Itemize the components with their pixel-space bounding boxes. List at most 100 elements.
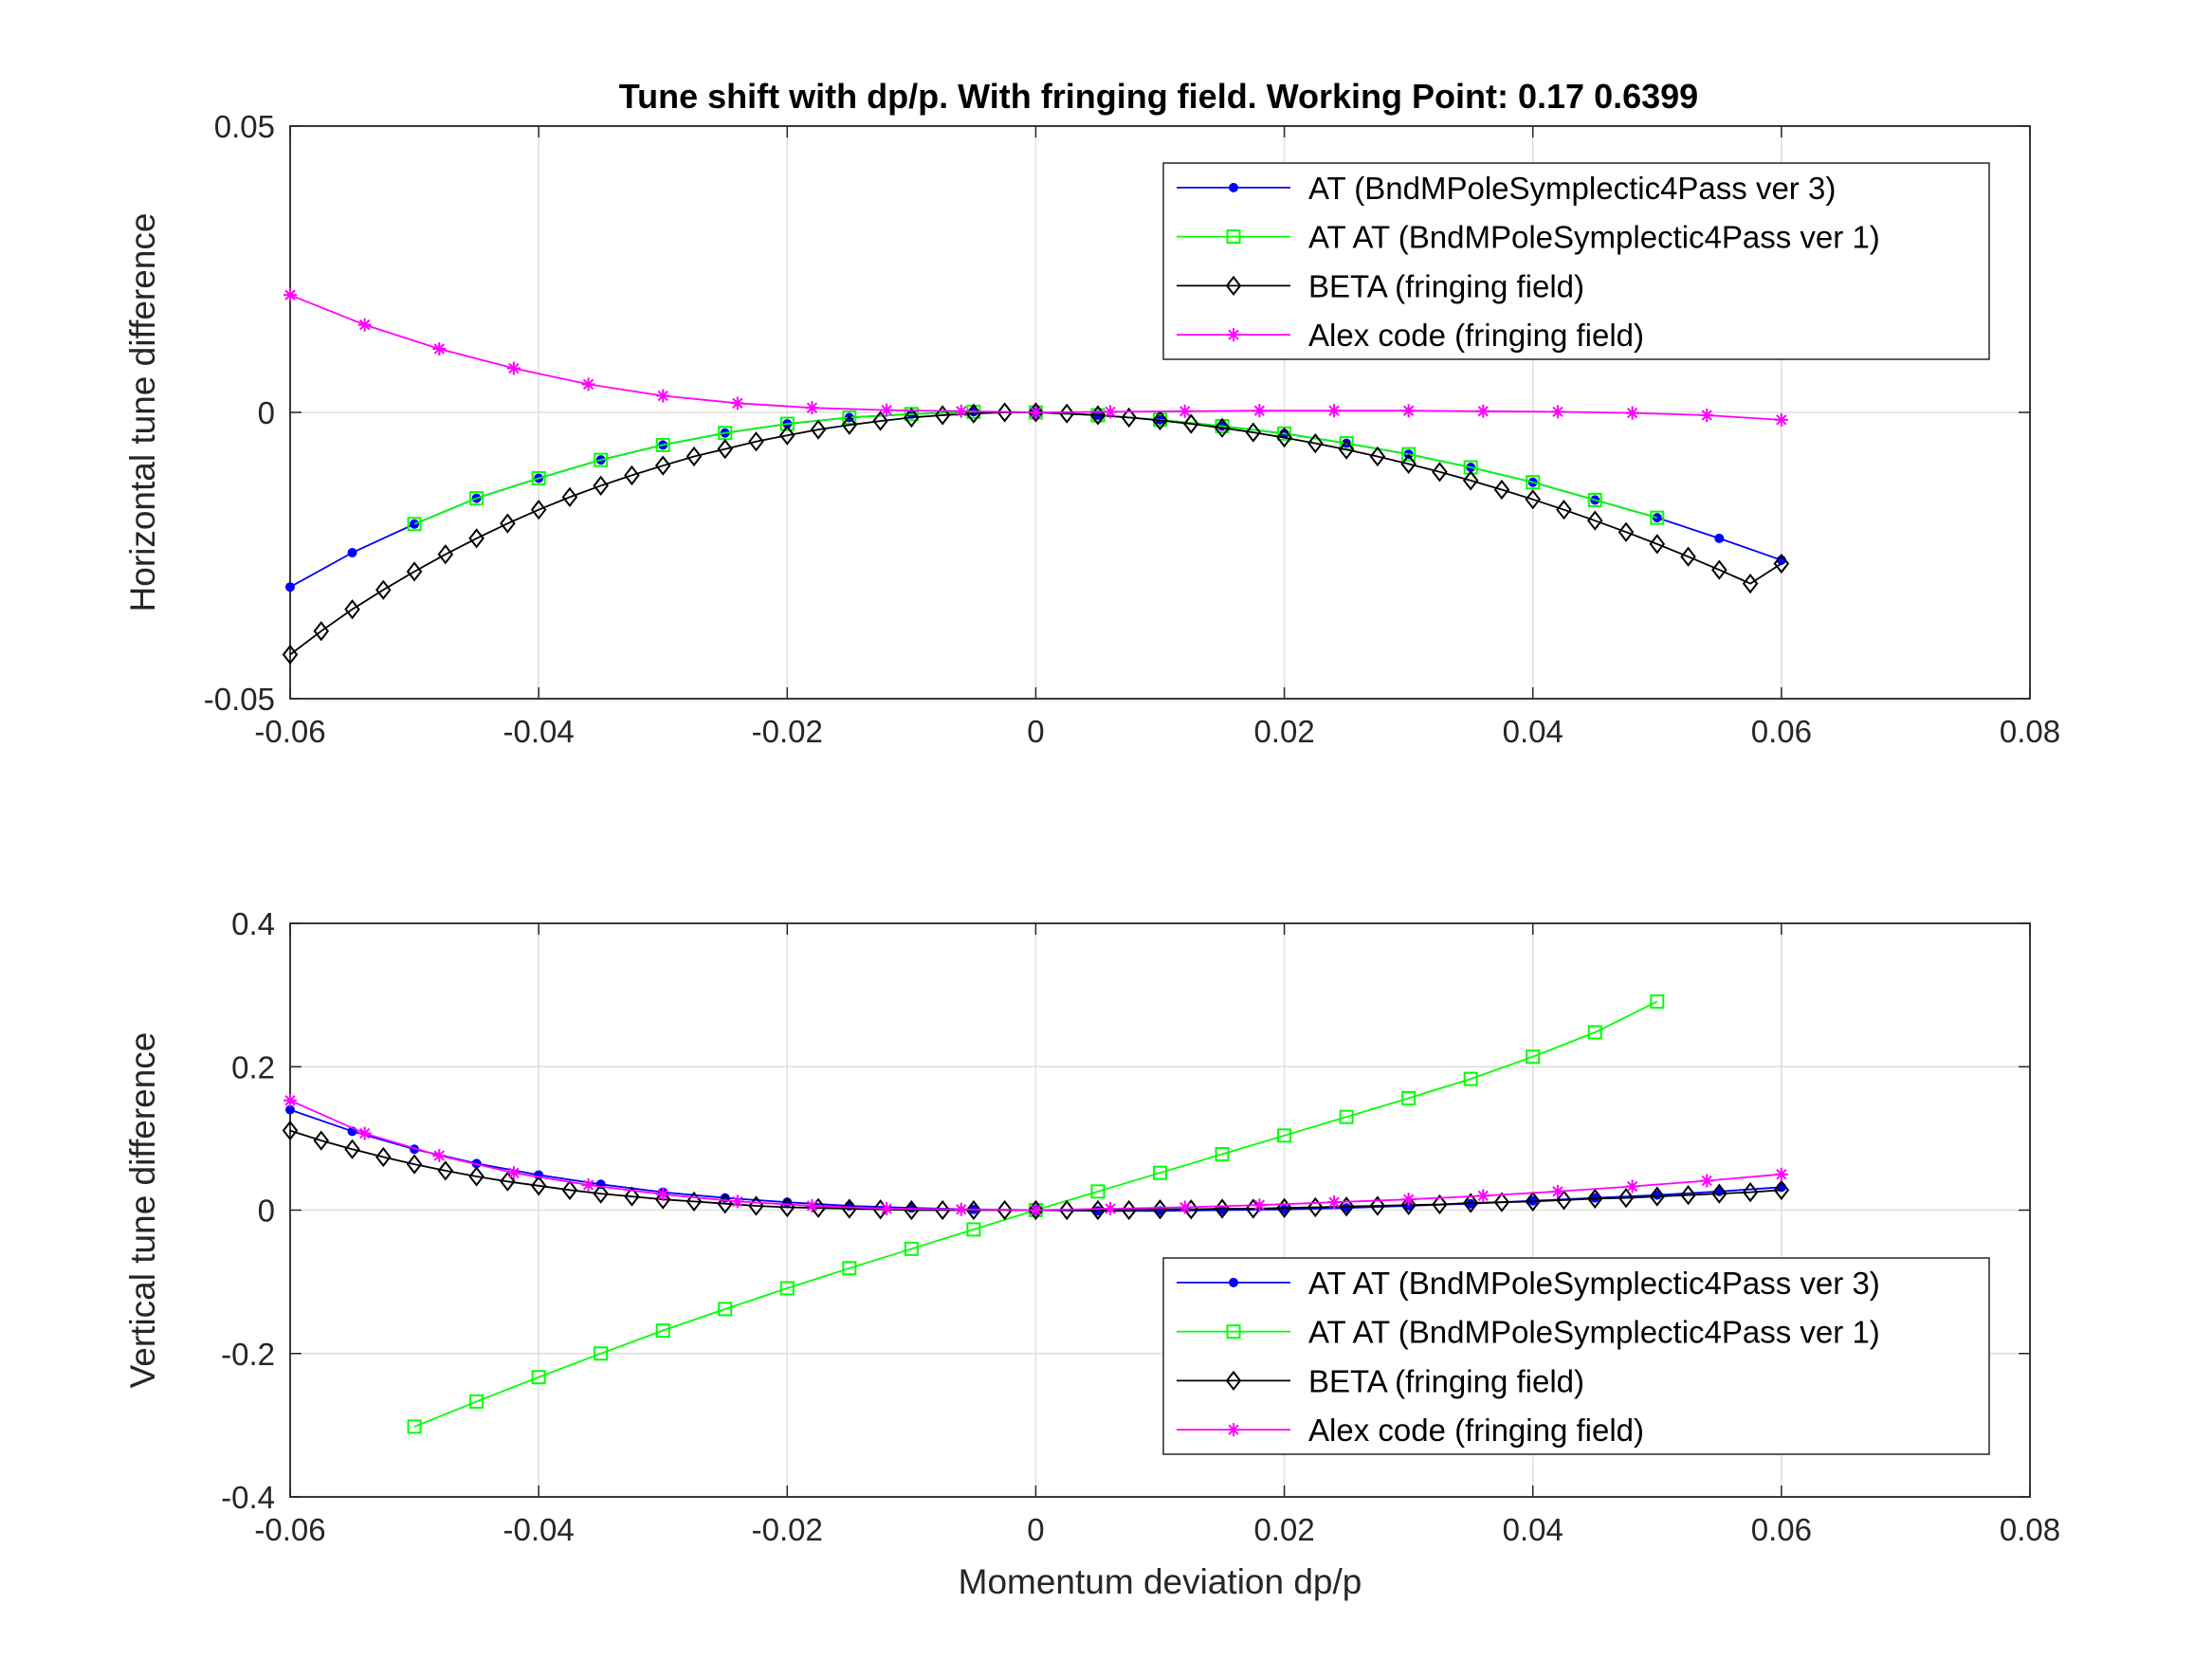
- data-point: [432, 1149, 447, 1163]
- legend-marker: [1229, 182, 1238, 192]
- data-point: [531, 1370, 546, 1385]
- data-point: [1215, 1147, 1230, 1162]
- figure-title: Tune shift with dp/p. With fringing fiel…: [619, 77, 1698, 116]
- data-point: [1525, 489, 1541, 510]
- legend-label: BETA (fringing field): [1308, 268, 1584, 303]
- y-tick-label: 0.05: [214, 109, 275, 144]
- data-point: [655, 1323, 670, 1339]
- data-point: [530, 500, 547, 520]
- data-point: [437, 544, 454, 565]
- data-point: [406, 561, 423, 582]
- data-point: [805, 401, 819, 415]
- data-point: [841, 1198, 858, 1219]
- data-point: [841, 414, 858, 435]
- data-point: [313, 621, 330, 642]
- data-point: [285, 582, 295, 592]
- data-point: [594, 452, 609, 467]
- data-point: [1550, 405, 1564, 419]
- data-point: [1104, 1201, 1118, 1215]
- data-point: [1680, 546, 1696, 567]
- data-point: [1252, 404, 1267, 418]
- data-point: [406, 1154, 423, 1175]
- data-point: [934, 405, 951, 426]
- chart-1: -0.06 -0.04 -0.02 0 0.02 0.04 0.06 0.08 -0.05 0 0.…: [123, 109, 2060, 749]
- x-tick-label: -0.02: [752, 714, 823, 749]
- data-point: [313, 1130, 330, 1151]
- data-point: [347, 547, 357, 557]
- data-point: [344, 1139, 360, 1159]
- data-point: [904, 1199, 920, 1221]
- data-point: [966, 1222, 981, 1237]
- data-point: [1327, 404, 1341, 418]
- x-axis-label: Momentum deviation dp/p: [959, 1562, 1362, 1601]
- data-point: [468, 528, 484, 549]
- data-point: [1711, 1183, 1728, 1204]
- data-point: [593, 475, 609, 496]
- legend-label: AT AT (BndMPoleSymplectic4Pass ver 3): [1308, 1266, 1880, 1301]
- data-point: [1401, 404, 1416, 418]
- data-point: [1680, 1184, 1696, 1206]
- x-tick-label: -0.02: [752, 1512, 823, 1547]
- data-point: [842, 1261, 857, 1276]
- legend-entry: AT AT (BndMPoleSymplectic4Pass ver 1): [1177, 1315, 1880, 1350]
- data-point: [1550, 1184, 1564, 1198]
- y-axis-label: Vertical tune difference: [123, 1032, 162, 1389]
- data-point: [1401, 1193, 1416, 1207]
- data-point: [530, 1176, 547, 1196]
- data-point: [1338, 1196, 1355, 1217]
- data-point: [1401, 447, 1417, 462]
- chart-2: -0.06 -0.04 -0.02 0 0.02 0.04 0.06 0.08 -0.4 -0.2…: [123, 906, 2060, 1601]
- data-point: [1462, 1193, 1479, 1213]
- x-tick-label: 0: [1027, 714, 1044, 749]
- data-point: [1400, 1194, 1417, 1215]
- data-point: [1252, 1198, 1267, 1212]
- y-tick-label: -0.05: [204, 682, 275, 717]
- data-point: [1178, 404, 1192, 418]
- data-point: [1401, 1091, 1417, 1106]
- data-point: [357, 1126, 372, 1140]
- data-point: [1774, 412, 1788, 427]
- x-tick-label: -0.06: [254, 1512, 325, 1547]
- data-point: [1432, 462, 1448, 483]
- legend-marker: [1225, 275, 1242, 297]
- x-tick-label: 0.02: [1253, 714, 1314, 749]
- data-point: [1587, 492, 1602, 507]
- data-point: [1178, 1200, 1192, 1214]
- data-point: [500, 513, 516, 534]
- legend: AT AT (BndMPoleSymplectic4Pass ver 3) AT …: [1162, 1257, 1990, 1455]
- y-tick-label: 0: [258, 1194, 275, 1229]
- data-point: [581, 1178, 595, 1193]
- y-tick-label: 0: [258, 395, 275, 430]
- data-point: [1526, 1049, 1541, 1065]
- data-point: [880, 403, 894, 417]
- data-point: [805, 1198, 819, 1212]
- data-point: [1625, 406, 1639, 420]
- data-point: [561, 1179, 578, 1200]
- data-point: [506, 361, 521, 375]
- data-point: [282, 644, 299, 665]
- data-point: [531, 470, 546, 485]
- y-tick-label: 0.4: [231, 906, 275, 941]
- data-point: [655, 437, 670, 452]
- data-point: [1742, 1181, 1759, 1203]
- x-tick-label: 0.08: [2000, 714, 2060, 749]
- data-point: [1400, 453, 1417, 474]
- data-point: [1649, 534, 1666, 555]
- axes-box: [289, 922, 2031, 1498]
- legend-label: AT AT (BndMPoleSymplectic4Pass ver 1): [1308, 220, 1880, 255]
- data-point: [468, 1166, 484, 1187]
- data-point: [357, 318, 372, 332]
- data-point: [1307, 432, 1324, 454]
- data-point: [283, 1093, 297, 1107]
- data-point: [1525, 1191, 1541, 1212]
- legend-entry: BETA (fringing field): [1177, 268, 1584, 303]
- data-point: [1586, 510, 1603, 531]
- data-point: [1183, 413, 1199, 434]
- data-point: [1089, 1199, 1106, 1221]
- data-point: [1650, 510, 1665, 525]
- data-point: [581, 377, 595, 392]
- data-point: [1214, 417, 1231, 438]
- data-point: [748, 431, 764, 452]
- axes-box: [289, 125, 2031, 700]
